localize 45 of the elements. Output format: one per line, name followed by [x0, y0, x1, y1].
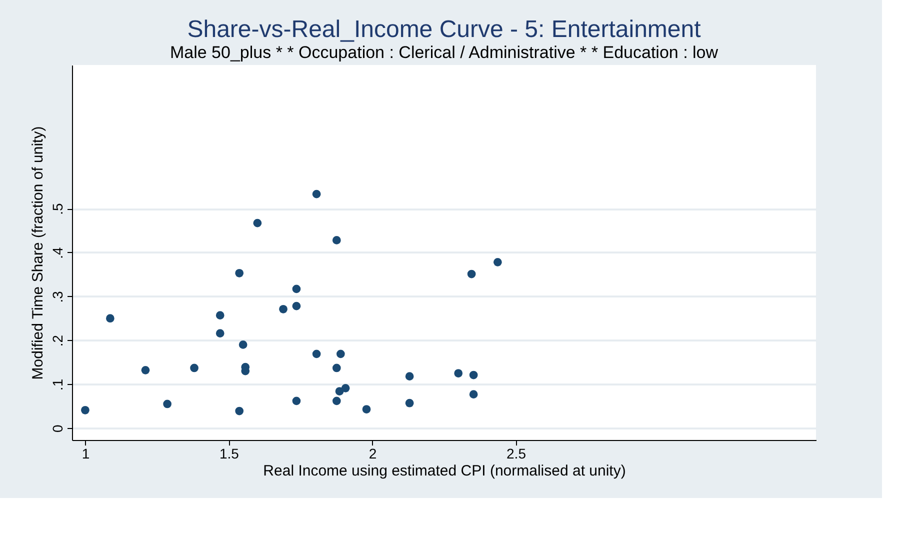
x-tick-label: 2 — [368, 446, 377, 462]
y-axis-title: Modified Time Share (fraction of unity) — [30, 126, 46, 380]
point — [493, 258, 502, 266]
point — [141, 366, 150, 374]
point — [467, 270, 476, 278]
y-tick-label: .2 — [50, 334, 66, 347]
y-tick-label: 0 — [50, 424, 66, 433]
point — [332, 236, 341, 244]
y-tick-label: .1 — [50, 378, 66, 391]
point — [332, 364, 341, 372]
point — [469, 390, 478, 399]
point — [362, 405, 371, 414]
point — [405, 372, 414, 381]
point — [312, 350, 321, 358]
point — [106, 314, 114, 323]
point — [81, 406, 90, 414]
point — [216, 329, 224, 338]
point — [335, 387, 344, 396]
point — [341, 384, 350, 392]
point — [238, 340, 248, 349]
chart-subtitle: Male 50_plus * * Occupation : Clerical / Administrative * * Education : low — [170, 43, 719, 62]
x-axis-title: Real Income using estimated CPI (normalised at unity) — [263, 462, 626, 480]
point — [454, 369, 463, 378]
x-tick-label: 1 — [82, 446, 90, 462]
point — [253, 218, 262, 228]
point — [216, 311, 224, 320]
x-tick-label: 2.5 — [506, 446, 526, 462]
chart-title: Share-vs-Real_Income Curve - 5: Entertainment — [187, 16, 702, 43]
point — [469, 370, 478, 380]
point — [190, 364, 198, 372]
point — [163, 400, 172, 408]
point — [292, 302, 301, 310]
point — [336, 350, 345, 358]
x-tick-label: 1.5 — [219, 446, 240, 462]
point — [312, 190, 321, 198]
point — [332, 396, 341, 406]
point — [279, 304, 288, 314]
y-tick-label: .5 — [50, 203, 66, 215]
point — [235, 268, 244, 278]
point — [292, 284, 301, 294]
point — [292, 396, 301, 406]
point — [405, 398, 414, 408]
y-tick-label: .3 — [50, 290, 66, 303]
point — [235, 406, 244, 416]
y-tick-label: .4 — [50, 246, 66, 259]
